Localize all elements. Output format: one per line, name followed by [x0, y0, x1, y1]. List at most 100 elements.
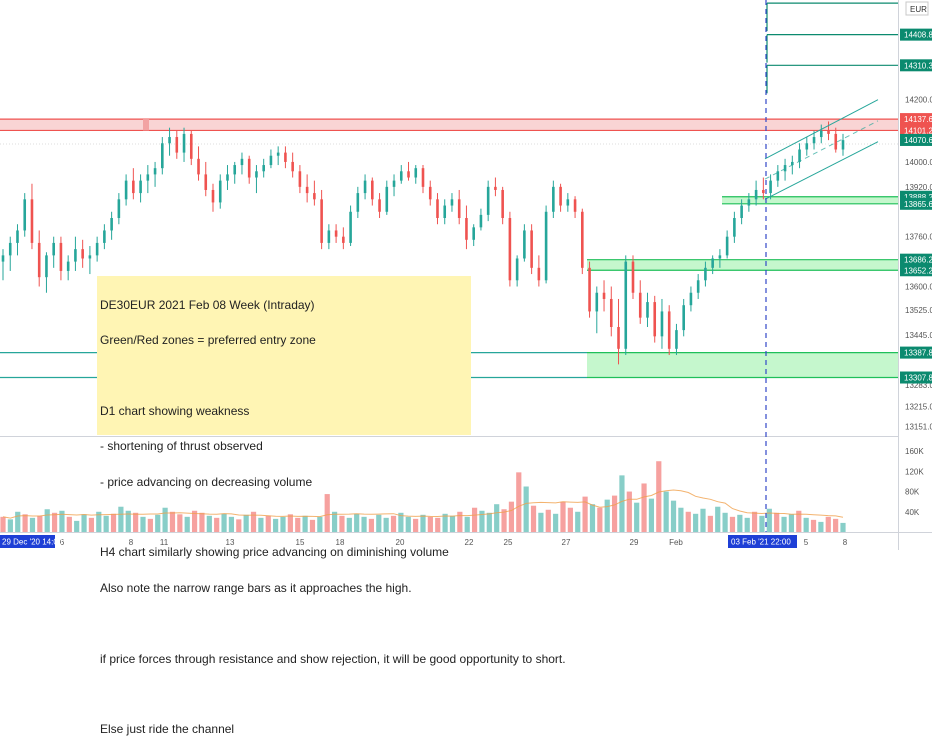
candle-body	[494, 186, 497, 190]
volume-bar	[575, 511, 581, 532]
candle-body	[182, 133, 186, 153]
volume-bar	[685, 511, 691, 532]
candle-body	[436, 199, 439, 218]
volume-bar	[471, 507, 478, 532]
volume-bar	[413, 518, 419, 532]
time-tick-label: 6	[60, 538, 65, 547]
volume-bar	[626, 491, 632, 532]
candle-body	[1, 255, 5, 262]
volume-bar	[693, 513, 699, 532]
volume-bar	[74, 520, 80, 532]
volume-bar	[118, 506, 124, 532]
volume-bar	[331, 511, 338, 532]
volume-bar	[545, 509, 551, 532]
candle-body	[88, 255, 92, 259]
volume-bar	[427, 516, 433, 532]
price-level-tag	[900, 264, 932, 277]
candle-body	[776, 171, 780, 181]
volume-bar	[273, 518, 279, 532]
candle-body	[508, 218, 512, 281]
candle-body	[117, 199, 121, 218]
price-level-label: 14070.6	[904, 136, 932, 145]
candle-body	[827, 130, 830, 134]
volume-bar	[648, 498, 655, 532]
candle-body	[320, 199, 323, 243]
price-axis[interactable]: 14400.014200.014000.013920.013760.013600…	[900, 1, 932, 517]
candle-body	[334, 230, 338, 237]
price-level-label: 14137.6	[904, 115, 932, 124]
price-level-tag	[900, 28, 932, 41]
volume-bar	[464, 516, 470, 532]
candle-body	[356, 193, 360, 212]
volume-bar	[22, 514, 28, 532]
channel-lower	[764, 141, 879, 200]
candle-body	[617, 327, 620, 349]
analysis-note: DE30EUR 2021 Feb 08 Week (Intraday) Gree…	[97, 276, 566, 735]
volume-bar	[553, 513, 559, 532]
note-line	[100, 689, 471, 701]
volume-bar	[442, 513, 448, 532]
candle-body	[515, 258, 519, 281]
volume-bar	[258, 517, 264, 532]
price-level-label: 14101.2	[904, 126, 932, 135]
price-level-tag	[900, 197, 932, 210]
candle-body	[573, 199, 577, 212]
volume-bar	[169, 511, 176, 532]
start-date-label: 29 Dec '20 14:00	[2, 538, 63, 547]
price-tick-label: 13151.0	[905, 422, 932, 431]
candle-body	[559, 186, 562, 206]
chart-canvas[interactable]: 14400.014200.014000.013920.013760.013600…	[0, 0, 932, 550]
start-date-tag	[0, 535, 55, 548]
volume-bar	[280, 516, 286, 532]
candle-body	[501, 189, 504, 218]
note-line: if price forces through resistance and s…	[100, 651, 566, 666]
candle-body	[204, 174, 208, 190]
volume-bar	[737, 514, 743, 532]
volume-bar	[523, 486, 529, 532]
volume-bar	[508, 501, 515, 532]
overlay-layer	[764, 0, 879, 532]
candle-body	[624, 261, 628, 349]
price-tick-label: 14200.0	[905, 96, 932, 105]
volume-bar	[265, 515, 271, 532]
volume-tick-label: 40K	[905, 508, 920, 517]
volume-bar	[354, 513, 360, 532]
candle-body	[609, 298, 613, 327]
price-tick-label: 13920.0	[905, 183, 932, 192]
candle-body	[733, 218, 736, 237]
candle-body	[233, 165, 237, 175]
green-zone-lower	[587, 352, 898, 378]
currency-badge	[905, 1, 929, 16]
time-axis[interactable]: 6 8 11 13 15 18 20 22 25 27 29 Feb 5 8 29 Dec '20 14:0…	[0, 535, 848, 548]
volume-bar	[494, 504, 500, 532]
price-level-tag	[900, 124, 932, 137]
volume-bar	[295, 517, 301, 532]
note-line	[100, 512, 471, 524]
candle-body	[313, 193, 316, 200]
volume-bar	[390, 515, 397, 532]
volume-bar	[597, 507, 603, 532]
candle-body	[566, 199, 570, 206]
candle-body	[276, 152, 280, 156]
volume-bar	[37, 515, 43, 532]
candle-body	[255, 171, 258, 178]
volume-bar	[486, 512, 492, 532]
volume-bar	[147, 518, 153, 532]
note-line: Else just ride the channel	[100, 722, 235, 737]
volume-bar	[177, 514, 183, 532]
note-line: D1 chart showing weakness	[100, 403, 250, 418]
channel-middle	[764, 120, 879, 180]
candle-body	[291, 161, 294, 172]
volume-bar	[516, 472, 522, 532]
volume-bar	[184, 516, 190, 532]
candle-body	[197, 158, 200, 175]
volume-bar	[214, 517, 220, 532]
candle-body	[124, 180, 128, 200]
volume-bar	[501, 509, 507, 532]
candle-body	[342, 236, 345, 243]
candle-body	[407, 171, 410, 178]
candle-body	[363, 180, 367, 194]
volume-bar	[361, 516, 367, 532]
note-line: Also note the narrow range bars as it ap…	[100, 580, 412, 595]
note-line: Green/Red zones = preferred entry zone	[100, 332, 316, 347]
